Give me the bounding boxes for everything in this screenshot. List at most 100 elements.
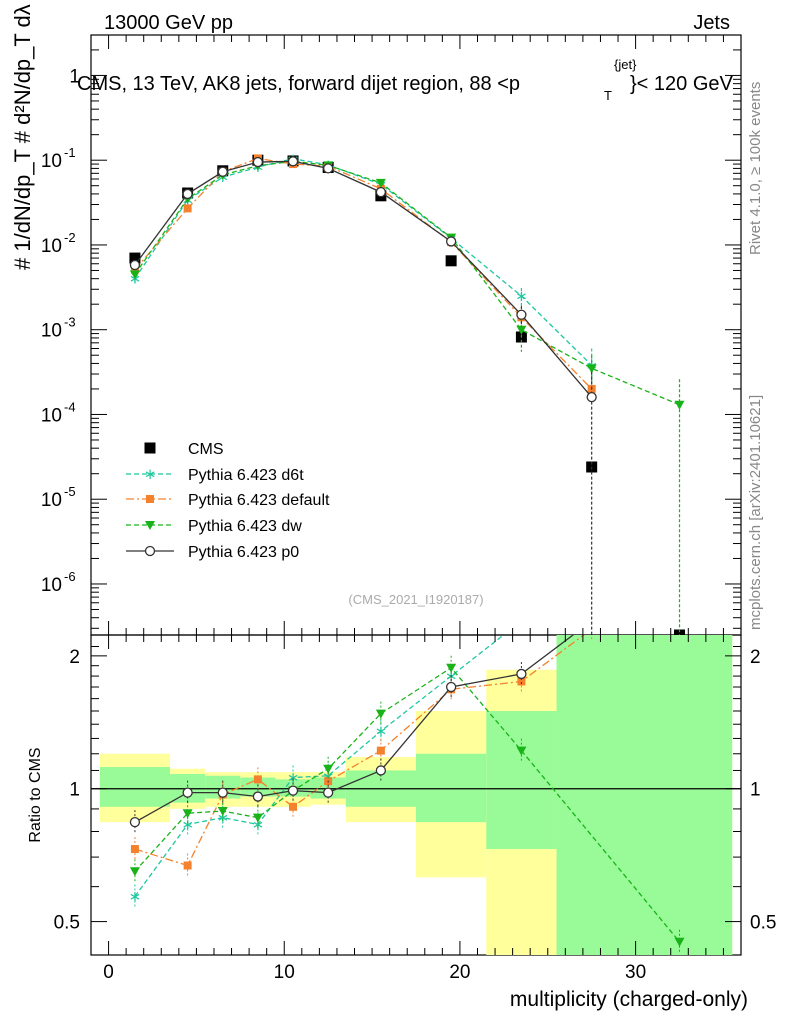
data-point-p0 (217, 166, 228, 177)
ratio-point-default (517, 677, 526, 686)
ratio-point-p0 (375, 765, 387, 776)
ratio-point-dw (323, 764, 334, 774)
legend-label-d6t: Pythia 6.423 d6t (188, 467, 304, 484)
ratio-bands (99, 635, 733, 955)
ratio-point-d6t: ∗ (252, 815, 265, 833)
ratio-line-default (134, 635, 585, 867)
ratio-point-d6t: ∗ (287, 769, 300, 787)
ratio-point-p0 (323, 787, 334, 798)
svg-text:10: 10 (41, 405, 62, 426)
band-inner-bin (486, 711, 557, 850)
main-panel: ∗∗∗∗∗∗∗∗∗∗ (129, 150, 686, 635)
data-point-p0 (445, 236, 457, 247)
svg-text:1: 1 (69, 66, 80, 87)
data-point-dw (586, 364, 597, 374)
ratio-point-dw (674, 937, 685, 947)
ratio-y-tick-label: 2 (69, 647, 80, 668)
x-tick-label: 10 (274, 962, 295, 983)
ratio-series: ∗∗ ∗ ∗∗ ∗∗∗∗ (91, 612, 741, 954)
data-point-dw (516, 325, 527, 335)
series-line-default (134, 157, 593, 390)
data-point-dw (375, 178, 386, 188)
x-tick-label: 20 (449, 962, 470, 983)
ratio-point-d6t: ∗ (181, 815, 194, 833)
main-ylabel: # 1/dN/dp_T # d²N/dp_T dλ (10, 4, 35, 270)
ratio-point-d6t: ∗ (216, 809, 229, 827)
ylabel-main: # 1/dN/dp_T # d²N/dp_T dλ (10, 4, 35, 270)
svg-text:-1: -1 (64, 145, 76, 160)
side-label-mcplots: mcplots.cern.ch [arXiv:2401.10621] (747, 395, 764, 630)
ratio-point-p0 (287, 785, 299, 796)
ratio-point-p0 (217, 787, 228, 798)
legend-marker-d6t: ∗ (144, 465, 157, 483)
legend-label-cms: CMS (188, 441, 224, 458)
ratio-point-d6t: ∗ (515, 612, 528, 630)
data-point-p0 (252, 156, 264, 168)
y-tick-label: 10 -3 (41, 315, 76, 342)
legend-label-p0: Pythia 6.423 p0 (188, 544, 299, 561)
data-point-p0 (323, 163, 334, 174)
title-end: }< 120 GeV (630, 73, 734, 95)
ratio-line-p0 (134, 635, 575, 823)
band-inner-bin (240, 777, 276, 797)
ratio-point-dw (217, 807, 228, 817)
ratio-point-default (289, 802, 298, 811)
xlabel: multiplicity (charged-only) (510, 988, 748, 1011)
ratio-point-dw (516, 746, 527, 756)
data-point-p0 (375, 186, 387, 198)
ratio-point-dw (182, 809, 193, 819)
data-point-p0 (182, 188, 193, 200)
data-point-dw (129, 270, 140, 280)
ratio-point-p0 (252, 791, 264, 802)
data-point-p0 (287, 156, 299, 167)
ratio-frame (90, 634, 742, 956)
legend-label-default: Pythia 6.423 default (188, 492, 330, 509)
data-point-d6t: ∗ (515, 287, 528, 305)
svg-text:-4: -4 (64, 399, 76, 414)
x-tick-label: 0 (103, 962, 114, 983)
ratio-point-p0 (182, 787, 193, 798)
ratio-y-tick-label-right: 2 (750, 647, 761, 668)
series-line-p0 (134, 160, 593, 398)
svg-text:10: 10 (41, 575, 62, 596)
data-point-cms (129, 252, 141, 264)
legend: CMS Pythia 6.423 d6t Pythia 6.423 defaul… (126, 441, 330, 561)
ratio-point-dw (446, 663, 457, 673)
y-tick-label: 10 -1 (41, 145, 76, 172)
data-point-p0 (516, 309, 527, 320)
y-tick-label: 1 (69, 66, 80, 87)
ratio-point-d6t: ∗ (129, 887, 142, 905)
plot-title: CMS, 13 TeV, AK8 jets, forward dijet reg… (77, 57, 734, 103)
ratio-point-default (130, 845, 139, 854)
svg-text:-6: -6 (64, 569, 76, 584)
title-sup: {jet} (614, 57, 637, 72)
svg-text:10: 10 (41, 236, 62, 257)
legend-marker-dw (145, 521, 155, 530)
ratio-y-tick-label: 0.5 (54, 913, 80, 934)
data-point-default (183, 204, 192, 213)
title-main: CMS, 13 TeV, AK8 jets, forward dijet reg… (77, 73, 520, 95)
band-inner-bin (556, 635, 733, 955)
svg-text:-3: -3 (64, 315, 76, 330)
legend-marker-p0 (144, 545, 156, 557)
header-left: 13000 GeV pp (104, 12, 233, 34)
data-point-p0 (586, 392, 597, 403)
ratio-point-p0 (129, 816, 141, 828)
ratio-point-d6t: ∗ (375, 722, 388, 740)
svg-text:-2: -2 (64, 230, 76, 245)
ratio-point-default (183, 861, 192, 870)
ratio-y-tick-label-right: 1 (750, 780, 761, 801)
data-point-p0 (129, 259, 141, 271)
series-line-d6t (134, 158, 593, 366)
legend-label-dw: Pythia 6.423 dw (188, 518, 302, 535)
ratio-point-dw (375, 709, 386, 719)
ratio-point-default (376, 746, 385, 755)
y-tick-label: 10 -4 (41, 399, 76, 426)
band-inner-bin (416, 753, 487, 823)
header-right: Jets (693, 12, 730, 34)
analysis-id: (CMS_2021_I1920187) (348, 592, 483, 607)
data-point-cms (445, 255, 457, 267)
side-label-rivet: Rivet 4.1.0, ≥ 100k events (747, 82, 764, 255)
